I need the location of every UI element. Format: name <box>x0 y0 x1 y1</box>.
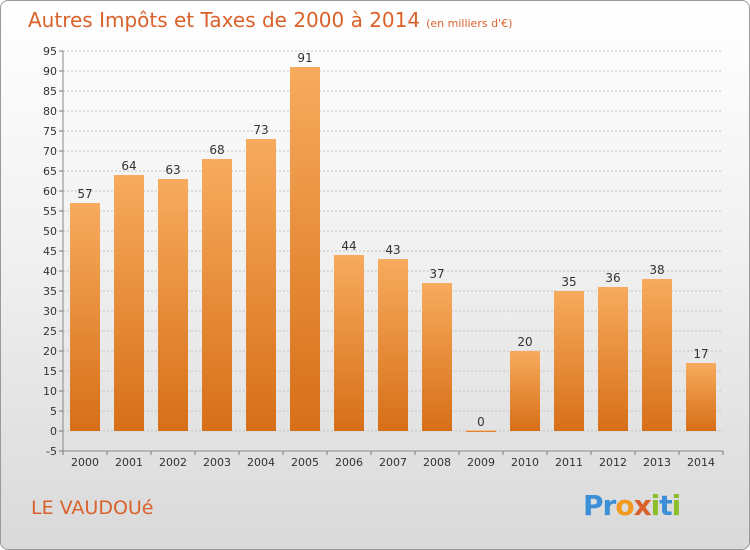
y-tick-label: 35 <box>43 285 57 298</box>
x-tick-label: 2002 <box>159 456 187 469</box>
bar <box>642 279 672 431</box>
bar <box>158 179 188 431</box>
data-label: 0 <box>477 415 485 429</box>
bar <box>686 363 716 431</box>
y-tick-label: -5 <box>46 445 57 458</box>
bar <box>554 291 584 431</box>
y-tick-label: 75 <box>43 125 57 138</box>
logo-letter: o <box>615 489 634 522</box>
commune-name: LE VAUDOUé <box>31 497 154 519</box>
x-tick-label: 2014 <box>687 456 715 469</box>
chart-title-text: Autres Impôts et Taxes de 2000 à 2014 <box>28 8 421 32</box>
data-label: 38 <box>649 263 664 277</box>
y-tick-label: 10 <box>43 385 57 398</box>
data-label: 64 <box>121 159 136 173</box>
bar <box>378 259 408 431</box>
data-label: 35 <box>561 275 576 289</box>
data-label: 73 <box>253 123 268 137</box>
bar <box>202 159 232 431</box>
x-tick-label: 2000 <box>71 456 99 469</box>
logo-letter: t <box>659 489 672 522</box>
data-label: 91 <box>297 51 312 65</box>
y-tick-label: 95 <box>43 45 57 58</box>
x-tick-label: 2013 <box>643 456 671 469</box>
x-tick-label: 2011 <box>555 456 583 469</box>
logo-letter: i <box>671 489 682 522</box>
x-tick-label: 2007 <box>379 456 407 469</box>
y-tick-label: 90 <box>43 65 57 78</box>
chart-subtitle: (en milliers d'€) <box>426 17 513 30</box>
x-tick-label: 2010 <box>511 456 539 469</box>
logo-letter: P <box>583 489 604 522</box>
y-tick-label: 80 <box>43 105 57 118</box>
data-label: 43 <box>385 243 400 257</box>
x-tick-label: 2012 <box>599 456 627 469</box>
bars <box>70 67 716 432</box>
chart-title: Autres Impôts et Taxes de 2000 à 2014 (en… <box>28 8 512 32</box>
data-label: 36 <box>605 271 620 285</box>
data-label: 37 <box>429 267 444 281</box>
y-tick-label: 20 <box>43 345 57 358</box>
x-tick-label: 2001 <box>115 456 143 469</box>
data-label: 44 <box>341 239 356 253</box>
y-tick-label: 70 <box>43 145 57 158</box>
bar <box>70 203 100 431</box>
y-tick-label: 45 <box>43 245 57 258</box>
x-tick-label: 2009 <box>467 456 495 469</box>
y-tick-label: 60 <box>43 185 57 198</box>
x-tick-label: 2008 <box>423 456 451 469</box>
x-tick-label: 2003 <box>203 456 231 469</box>
data-label: 63 <box>165 163 180 177</box>
bar <box>510 351 540 431</box>
y-tick-label: 0 <box>50 425 57 438</box>
y-tick-label: 55 <box>43 205 57 218</box>
data-label: 20 <box>517 335 532 349</box>
y-tick-label: 40 <box>43 265 57 278</box>
y-tick-label: 30 <box>43 305 57 318</box>
logo-letter: i <box>650 489 661 522</box>
y-tick-label: 15 <box>43 365 57 378</box>
y-tick-label: 50 <box>43 225 57 238</box>
x-axis: 2000 2001 2002 2003 2004 2005 2006 2007 2008 2009… <box>62 450 724 469</box>
bar <box>290 67 320 431</box>
x-tick-label: 2005 <box>291 456 319 469</box>
proxiti-logo[interactable]: Proxiti <box>583 489 682 522</box>
bar <box>334 255 364 431</box>
bar <box>422 283 452 431</box>
x-tick-label: 2006 <box>335 456 363 469</box>
data-label: 17 <box>693 347 708 361</box>
bar <box>598 287 628 431</box>
logo-letter: x <box>633 489 652 522</box>
data-label: 57 <box>77 187 92 201</box>
y-tick-label: 85 <box>43 85 57 98</box>
y-tick-label: 65 <box>43 165 57 178</box>
data-label: 68 <box>209 143 224 157</box>
bar <box>246 139 276 431</box>
y-tick-label: 5 <box>50 405 57 418</box>
y-tick-label: 25 <box>43 325 57 338</box>
bar <box>466 430 496 432</box>
y-axis: -5 0 5 10 15 20 25 30 35 40 45 50 55 60 65 70 75 80 85 90 95 <box>43 45 64 458</box>
x-tick-label: 2004 <box>247 456 275 469</box>
bar <box>114 175 144 431</box>
data-labels: 57 64 63 68 73 91 44 43 37 0 20 35 36 38 17 <box>77 51 708 429</box>
logo-letter: r <box>602 489 617 522</box>
